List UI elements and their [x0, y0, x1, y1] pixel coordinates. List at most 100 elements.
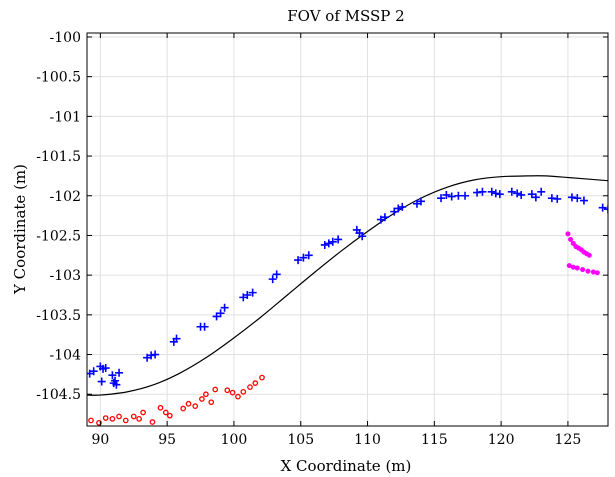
blue-plus-point: [447, 192, 456, 201]
blue-plus-point: [220, 303, 229, 312]
y-tick-label: -102.5: [36, 228, 81, 244]
magenta-dot-point: [568, 236, 574, 242]
blue-plus-point: [390, 207, 399, 216]
blue-plus-point: [272, 270, 281, 279]
blue-plus-point: [200, 322, 209, 331]
red-circle-point: [166, 412, 173, 419]
red-circle-point: [88, 417, 94, 424]
x-axis: 90 95 100 105 110 115 120 125: [91, 33, 581, 448]
blue-plus-point: [320, 240, 329, 249]
magenta-dot-point: [574, 265, 580, 271]
magenta-dot-point: [565, 231, 571, 237]
red-circle-point: [252, 380, 259, 386]
red-circle-point: [199, 396, 205, 402]
y-tick-label: -103: [50, 268, 81, 284]
blue-plus-point: [248, 288, 257, 297]
blue-plus-point: [239, 293, 248, 302]
blue-plus-point: [97, 377, 106, 386]
blue-plus-point: [598, 203, 607, 212]
red-circle-point: [180, 405, 187, 412]
blue-plus-point: [299, 253, 308, 262]
plot-frame: [86, 32, 609, 427]
red-circle-point: [192, 403, 199, 410]
red-circle-point: [122, 417, 129, 424]
blue-plus-point: [437, 194, 446, 203]
blue-plus-point: [324, 239, 333, 248]
y-tick-label: -100.5: [36, 70, 81, 86]
series-group: [87, 187, 608, 389]
blue-plus-point: [358, 232, 367, 241]
blue-plus-point: [416, 197, 425, 206]
x-tick-label: 125: [555, 432, 582, 448]
red-circle-point: [185, 400, 192, 407]
blue-plus-point: [115, 368, 124, 377]
red-circle-point: [259, 374, 265, 381]
red-circle-point: [116, 413, 122, 420]
blue-plus-point: [478, 187, 487, 196]
red-circle-point: [140, 409, 146, 416]
y-tick-label: -104: [50, 348, 82, 364]
blue-plus-point: [398, 202, 407, 211]
blue-plus-point: [454, 191, 463, 200]
y-tick-label: -102: [50, 189, 81, 205]
blue-plus-point: [531, 193, 540, 202]
magenta-dot-point: [586, 252, 592, 258]
red-circle-point: [102, 415, 109, 421]
x-tick-label: 120: [488, 432, 515, 448]
red-circle-point: [203, 391, 209, 398]
blue-plus-point: [108, 371, 117, 380]
x-tick-label: 110: [354, 432, 381, 448]
y-tick-label: -101.5: [36, 149, 81, 165]
blue-plus-point: [553, 194, 562, 203]
blue-plus-point: [151, 350, 160, 359]
x-axis-label: X Coordinate (m): [281, 457, 412, 475]
series-group: [565, 231, 600, 276]
blue-plus-point: [334, 235, 343, 244]
red-circle-point: [157, 404, 164, 411]
red-circle-point: [247, 384, 253, 390]
red-circle-point: [235, 393, 241, 400]
curve-line: [87, 175, 608, 396]
blue-plus-point: [513, 189, 522, 198]
x-tick-label: 95: [158, 432, 176, 448]
y-tick-label: -104.5: [36, 387, 81, 403]
red-circle-point: [224, 387, 231, 394]
blue-plus-point: [461, 191, 470, 200]
x-tick-label: 90: [91, 432, 109, 448]
blue-plus-point: [412, 199, 421, 208]
x-tick-label: 100: [221, 432, 248, 448]
blue-plus-point: [212, 312, 221, 321]
blue-plus-point: [579, 196, 588, 205]
x-tick-label: 115: [421, 432, 448, 448]
blue-plus-point: [442, 190, 451, 199]
blue-plus-point: [328, 237, 337, 246]
red-circle-point: [109, 416, 116, 422]
y-tick-label: -103.5: [36, 308, 81, 324]
blue-plus-point: [216, 309, 225, 318]
red-circle-point: [162, 409, 169, 416]
blue-plus-point: [487, 187, 496, 196]
blue-plus-point: [394, 204, 403, 213]
grid: [87, 33, 608, 426]
series-group: [87, 175, 608, 396]
red-circle-point: [149, 419, 156, 425]
red-circle-point: [96, 419, 102, 426]
y-tick-label: -101: [50, 109, 81, 125]
red-circle-point: [229, 389, 236, 396]
blue-plus-point: [172, 334, 181, 343]
plot-area: [87, 175, 608, 426]
red-circle-point: [212, 386, 219, 393]
blue-plus-point: [517, 190, 526, 199]
blue-plus-point: [380, 213, 389, 222]
x-tick-label: 105: [287, 432, 314, 448]
blue-plus-point: [268, 275, 277, 284]
blue-plus-point: [101, 364, 110, 373]
blue-plus-point: [243, 291, 252, 299]
blue-plus-point: [604, 205, 608, 214]
y-axis-label: Y Coordinate (m): [11, 164, 29, 295]
y-axis: -100 -100.5 -101 -101.5 -102 -102.5 -103 -103.5…: [36, 30, 608, 403]
magenta-dot-point: [594, 270, 600, 276]
blue-plus-point: [527, 190, 536, 199]
blue-plus-point: [537, 187, 546, 196]
